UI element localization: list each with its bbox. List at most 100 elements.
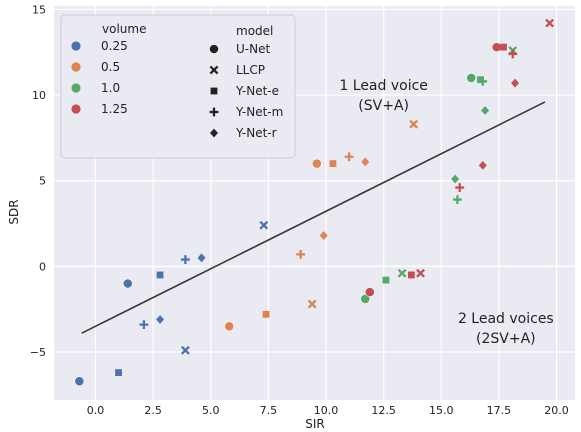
data-point — [262, 310, 270, 318]
marker-diamond — [361, 157, 370, 167]
legend-hue-label: 0.25 — [101, 39, 128, 53]
data-point — [500, 43, 507, 51]
legend-style-swatch — [209, 44, 219, 54]
data-point — [181, 255, 190, 264]
data-point — [416, 268, 425, 278]
marker-x-b — [209, 65, 219, 75]
data-point — [224, 321, 235, 332]
data-point — [455, 183, 465, 192]
y-tick-label: 15 — [32, 3, 46, 16]
marker-x-b — [545, 18, 555, 28]
data-point — [382, 276, 390, 284]
x-tick-label: 10.0 — [314, 404, 339, 417]
marker-square — [382, 276, 390, 284]
marker-diamond — [478, 160, 487, 170]
data-point — [361, 157, 370, 167]
marker-x-b — [397, 268, 407, 278]
data-point — [74, 376, 85, 387]
data-point — [477, 76, 484, 84]
marker-square — [500, 43, 507, 51]
data-point — [296, 249, 306, 259]
data-point — [466, 73, 477, 83]
marker-x-b — [409, 119, 419, 129]
data-point — [407, 271, 415, 279]
legend-style-label: Y-Net-e — [235, 84, 279, 98]
legend-style-label: Y-Net-m — [235, 105, 283, 119]
data-point — [360, 294, 371, 304]
marker-x-b — [307, 299, 317, 309]
legend-hue-swatch — [71, 41, 81, 51]
data-point — [397, 268, 407, 278]
y-tick-label: 0 — [39, 260, 46, 273]
marker-x-b — [180, 345, 190, 355]
x-tick-label: 0.0 — [87, 404, 105, 417]
marker-circle — [360, 294, 371, 304]
marker-circle — [364, 287, 375, 297]
marker-diamond — [481, 106, 490, 115]
data-point — [409, 119, 419, 129]
data-point — [307, 299, 317, 309]
annotation-text: 2 Lead voices (2SV+A) — [458, 311, 554, 347]
annotation-line: (2SV+A) — [476, 331, 536, 347]
x-tick-label: 17.5 — [487, 404, 512, 417]
data-point — [508, 49, 518, 59]
legend-hue-swatch — [71, 62, 81, 72]
x-tick-label: 12.5 — [371, 404, 396, 417]
x-axis-label: SIR — [305, 417, 325, 431]
y-tick-label: −5 — [30, 346, 46, 359]
marker-diamond — [210, 128, 218, 138]
data-point — [344, 152, 354, 162]
data-point — [453, 195, 462, 204]
annotation-line: 1 Lead voice — [339, 78, 428, 94]
marker-diamond — [156, 315, 165, 324]
marker-diamond — [319, 231, 328, 240]
annotation-line: 2 Lead voices — [458, 311, 554, 327]
data-point — [197, 253, 206, 263]
marker-square — [262, 310, 270, 318]
marker-diamond — [451, 174, 460, 184]
x-tick-label: 20.0 — [544, 404, 569, 417]
marker-circle — [466, 73, 477, 83]
legend-hue-swatch — [71, 104, 81, 114]
legend-hue-label: 1.0 — [101, 81, 120, 95]
data-point — [511, 78, 520, 88]
legend-style-swatch — [209, 107, 219, 117]
data-point — [139, 320, 149, 330]
trend-line-layer — [81, 101, 546, 334]
marker-x-b — [259, 220, 269, 230]
y-tick-label: 10 — [32, 89, 46, 102]
legend-style-swatch — [210, 87, 218, 95]
data-point — [481, 106, 490, 115]
legend-box — [60, 14, 296, 159]
legend-style-label: Y-Net-r — [235, 126, 277, 140]
trend-line — [81, 101, 546, 334]
marker-square — [329, 160, 337, 167]
x-tick-labels: 0.0 2.5 5.0 7.5 10.0 12.5 15.0 17.5 20.0 — [87, 404, 569, 417]
x-tick-label: 15.0 — [429, 404, 454, 417]
marker-circle — [311, 158, 322, 169]
data-point — [319, 231, 328, 240]
data-point — [115, 369, 122, 376]
annotations: 1 Lead voice (SV+A) 2 Lead voices (2SV+A) — [339, 78, 553, 347]
data-point — [478, 160, 487, 170]
legend-style-title: model — [236, 24, 273, 38]
legend-style-swatch — [209, 65, 219, 75]
data-point — [156, 271, 164, 279]
legend-hue-title: volume — [102, 22, 146, 36]
marker-circle — [224, 321, 235, 332]
marker-square — [407, 271, 415, 279]
data-point — [491, 42, 502, 53]
data-point — [478, 76, 488, 86]
x-tick-label: 5.0 — [202, 404, 220, 417]
y-tick-labels: −5 0 5 10 15 — [30, 3, 46, 359]
annotation-text: 1 Lead voice (SV+A) — [339, 78, 428, 114]
marker-diamond — [511, 78, 520, 88]
data-point — [311, 158, 322, 169]
data-point — [364, 287, 375, 297]
marker-circle — [491, 42, 502, 53]
marker-square — [115, 369, 122, 376]
marker-diamond — [197, 253, 206, 263]
x-tick-label: 7.5 — [260, 404, 278, 417]
marker-circle — [122, 278, 133, 289]
legend-style-label: LLCP — [236, 63, 265, 77]
